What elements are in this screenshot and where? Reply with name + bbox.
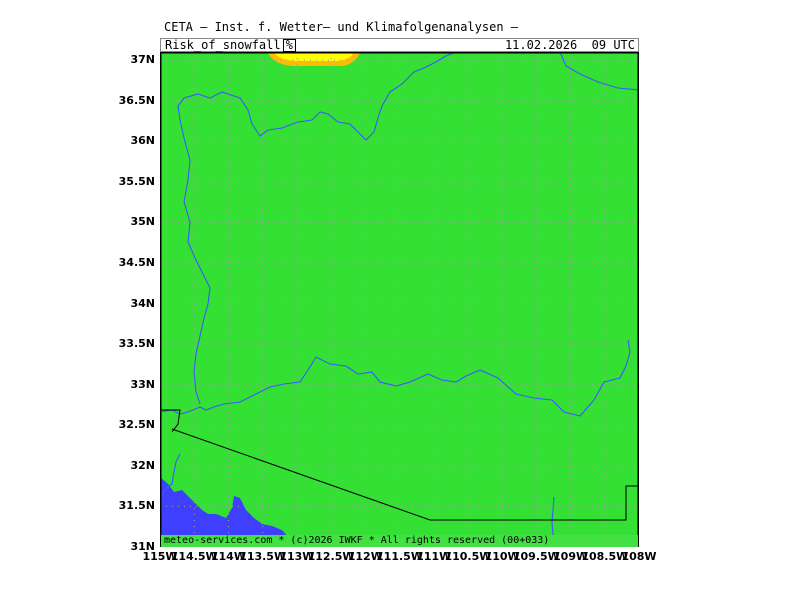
background-field — [160, 52, 639, 547]
longitude-label: 112W — [347, 550, 383, 563]
longitude-label: 111W — [416, 550, 452, 563]
longitude-label: 110W — [484, 550, 520, 563]
copyright-text: meteo-services.com * (c)2026 IWKF * All … — [164, 535, 550, 546]
latitude-label: 33.5N — [118, 337, 155, 351]
latitude-label: 36.5N — [118, 93, 155, 107]
lower-colorado — [193, 271, 211, 405]
longitude-label: 113.5W — [239, 550, 287, 563]
parameter-name: Risk_of_snowfall — [165, 38, 281, 52]
longitude-label: 109W — [553, 550, 589, 563]
map-title: CETA — Inst. f. Wetter— und Klimafolgena… — [164, 20, 519, 34]
longitude-label: 114W — [210, 550, 246, 563]
latitude-label: 35N — [130, 215, 155, 229]
longitude-label: 108.5W — [581, 550, 629, 563]
longitude-label: 111.5W — [376, 550, 423, 563]
longitude-label: 112.5W — [307, 550, 355, 563]
latitude-label: 33N — [130, 377, 155, 391]
colorado-river — [177, 52, 457, 273]
latitude-label: 31N — [130, 540, 155, 553]
map-svg — [160, 52, 639, 547]
border-river — [160, 453, 181, 501]
latitude-label: 34.5N — [118, 255, 155, 269]
latitude-label: 32N — [130, 458, 155, 472]
longitude-label: 114.5W — [170, 550, 218, 563]
border-ca-az — [160, 409, 181, 433]
valid-time: 11.02.2026 09 UTC — [504, 38, 635, 52]
state-borders — [160, 409, 639, 521]
latitude-label: 34N — [130, 296, 155, 310]
longitude-label: 115W — [142, 550, 178, 563]
snow-risk-yellow-patch — [274, 52, 354, 61]
latitude-label: 31.5N — [118, 499, 155, 513]
longitude-label: 110.5W — [444, 550, 492, 563]
longitude-label: 109.5W — [512, 550, 560, 563]
longitude-label: 108W — [621, 550, 657, 563]
header-bar: Risk_of_snowfall% 11.02.2026 09 UTC — [160, 38, 639, 52]
border-us-mexico — [171, 428, 639, 521]
copyright-footer: meteo-services.com * (c)2026 IWKF * All … — [161, 535, 638, 547]
san-juan-river — [559, 52, 639, 91]
latitude-label: 36N — [130, 134, 155, 148]
longitude-label: 113W — [279, 550, 315, 563]
gulf-of-california-water — [160, 477, 294, 547]
latitude-label: 35.5N — [118, 174, 155, 188]
parameter-label: Risk_of_snowfall% — [165, 38, 296, 52]
latitude-label: 37N — [130, 53, 155, 67]
unit-badge: % — [282, 39, 296, 52]
map-panel — [160, 52, 639, 547]
latitude-label: 32.5N — [118, 418, 155, 432]
gila-river — [160, 339, 631, 417]
